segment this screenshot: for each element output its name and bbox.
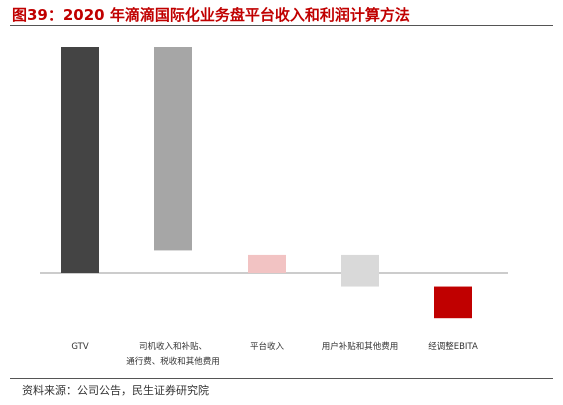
footer-rule xyxy=(10,378,553,379)
chart-title: 图39：2020 年滴滴国际化业务盘平台收入和利润计算方法 xyxy=(12,6,410,24)
bar-3 xyxy=(248,254,286,273)
bar-1 xyxy=(61,47,99,273)
bar-2 xyxy=(154,47,192,251)
x-tick-label-5: 经调整EBITA xyxy=(428,341,478,352)
source-note: 资料来源：公司公告，民生证券研究院 xyxy=(22,384,209,397)
x-tick-label-4: 用户补贴和其他费用 xyxy=(322,341,399,352)
bar-4 xyxy=(341,254,379,287)
title-rule xyxy=(10,25,553,26)
x-tick-label-3: 平台收入 xyxy=(250,341,285,352)
x-tick-label-2-line-1: 司机收入和补贴、 xyxy=(139,341,207,352)
x-tick-label-1: GTV xyxy=(71,342,88,352)
bar-5 xyxy=(434,286,472,319)
x-tick-label-2-line-2: 通行费、税收和其他费用 xyxy=(126,356,220,367)
waterfall-chart: GTV 司机收入和补贴、通行费、税收和其他费用 平台收入 用户补贴和其他费用 经调整EB… xyxy=(40,47,508,367)
